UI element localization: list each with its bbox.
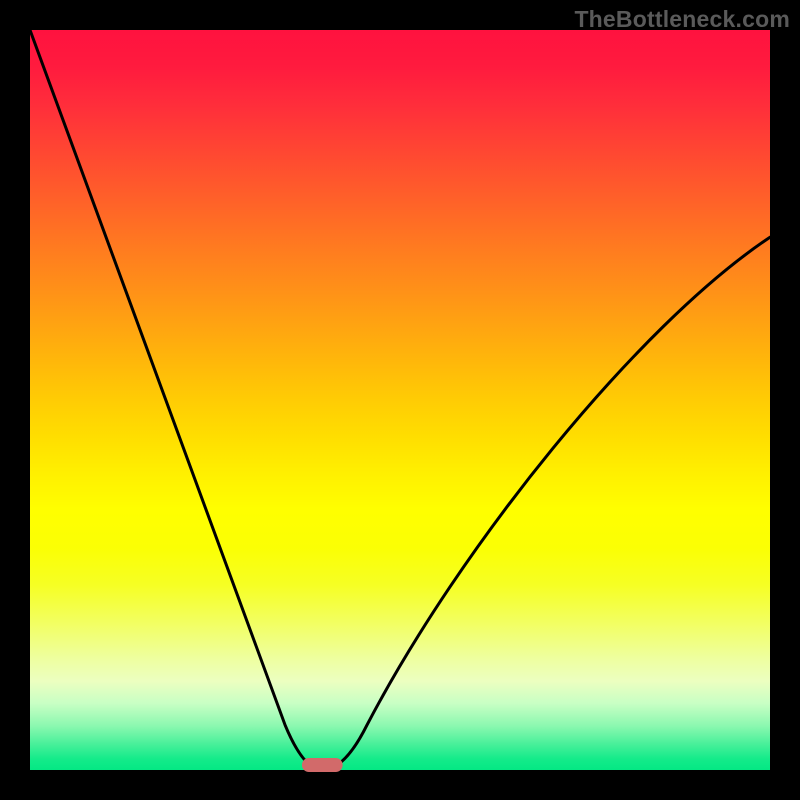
chart-container: TheBottleneck.com bbox=[0, 0, 800, 800]
notch-marker bbox=[302, 758, 343, 772]
watermark-text: TheBottleneck.com bbox=[574, 6, 790, 33]
plot-background bbox=[30, 30, 770, 770]
chart-svg bbox=[0, 0, 800, 800]
